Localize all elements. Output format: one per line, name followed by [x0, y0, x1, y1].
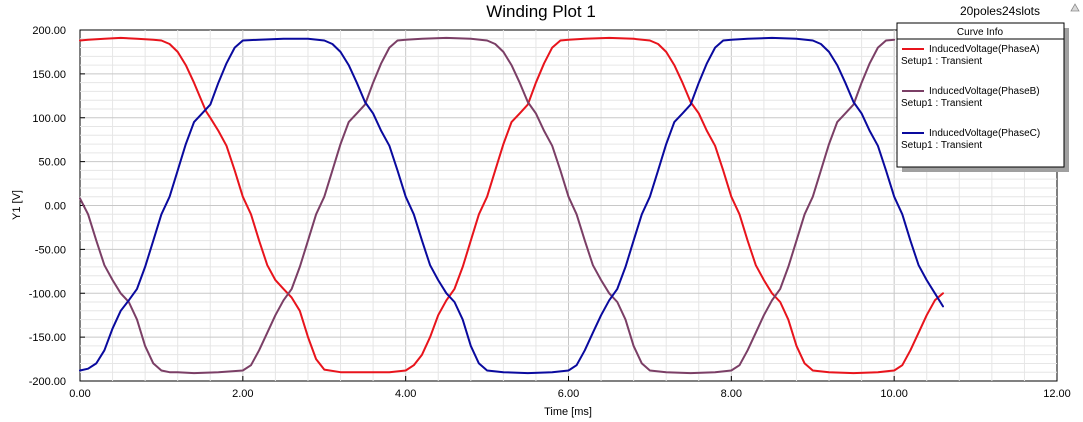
x-tick-label: 8.00 — [721, 388, 742, 400]
series-layer — [79, 36, 944, 375]
series-line-phase-a — [79, 36, 944, 375]
x-tick-label: 10.00 — [880, 388, 908, 400]
project-label: 20poles24slots — [960, 4, 1040, 18]
y-tick-label: -200.00 — [29, 376, 66, 388]
y-axis: 200.00 150.00 100.00 50.00 0.00 -50.00 -100.00… — [29, 25, 85, 388]
legend-series-setup: Setup1 : Transient — [901, 98, 982, 109]
x-axis: 0.00 2.00 4.00 6.00 8.00 10.00 12.00 — [69, 376, 1071, 400]
legend-series-name: InducedVoltage(PhaseC) — [929, 128, 1040, 139]
y-tick-label: -150.00 — [29, 332, 66, 344]
legend-entry-phase-a[interactable]: InducedVoltage(PhaseA)Setup1 : Transient — [901, 44, 1040, 67]
grid — [80, 30, 1057, 381]
y-tick-label: 50.00 — [38, 157, 66, 169]
x-tick-label: 2.00 — [232, 388, 253, 400]
legend-box — [896, 22, 1065, 168]
chart-title: Winding Plot 1 — [486, 2, 596, 21]
x-tick-label: 6.00 — [558, 388, 579, 400]
legend[interactable]: Curve Info InducedVoltage(PhaseA)Setup1 … — [896, 22, 1069, 172]
legend-series-setup: Setup1 : Transient — [901, 140, 982, 151]
legend-entry-phase-c[interactable]: InducedVoltage(PhaseC)Setup1 : Transient — [901, 128, 1040, 151]
legend-series-name: InducedVoltage(PhaseA) — [929, 44, 1040, 55]
legend-entries: InducedVoltage(PhaseA)Setup1 : Transient… — [901, 44, 1040, 151]
series-line-phase-b — [79, 36, 896, 375]
x-tick-label: 0.00 — [69, 388, 90, 400]
x-axis-label: Time [ms] — [544, 406, 592, 418]
series-line-phase-c — [79, 36, 944, 375]
legend-entry-phase-b[interactable]: InducedVoltage(PhaseB)Setup1 : Transient — [901, 86, 1040, 109]
x-tick-label: 4.00 — [395, 388, 416, 400]
warning-triangle-icon — [1070, 3, 1080, 12]
y-tick-label: -100.00 — [29, 288, 66, 300]
y-tick-label: 200.00 — [32, 25, 66, 37]
y-tick-label: 100.00 — [32, 113, 66, 125]
y-tick-label: 150.00 — [32, 69, 66, 81]
x-tick-label: 12.00 — [1043, 388, 1071, 400]
y-tick-label: -50.00 — [35, 244, 66, 256]
y-tick-label: 0.00 — [45, 201, 66, 213]
legend-series-name: InducedVoltage(PhaseB) — [929, 86, 1040, 97]
y-axis-label: Y1 [V] — [11, 190, 23, 220]
legend-series-setup: Setup1 : Transient — [901, 56, 982, 67]
legend-title: Curve Info — [957, 27, 1004, 38]
